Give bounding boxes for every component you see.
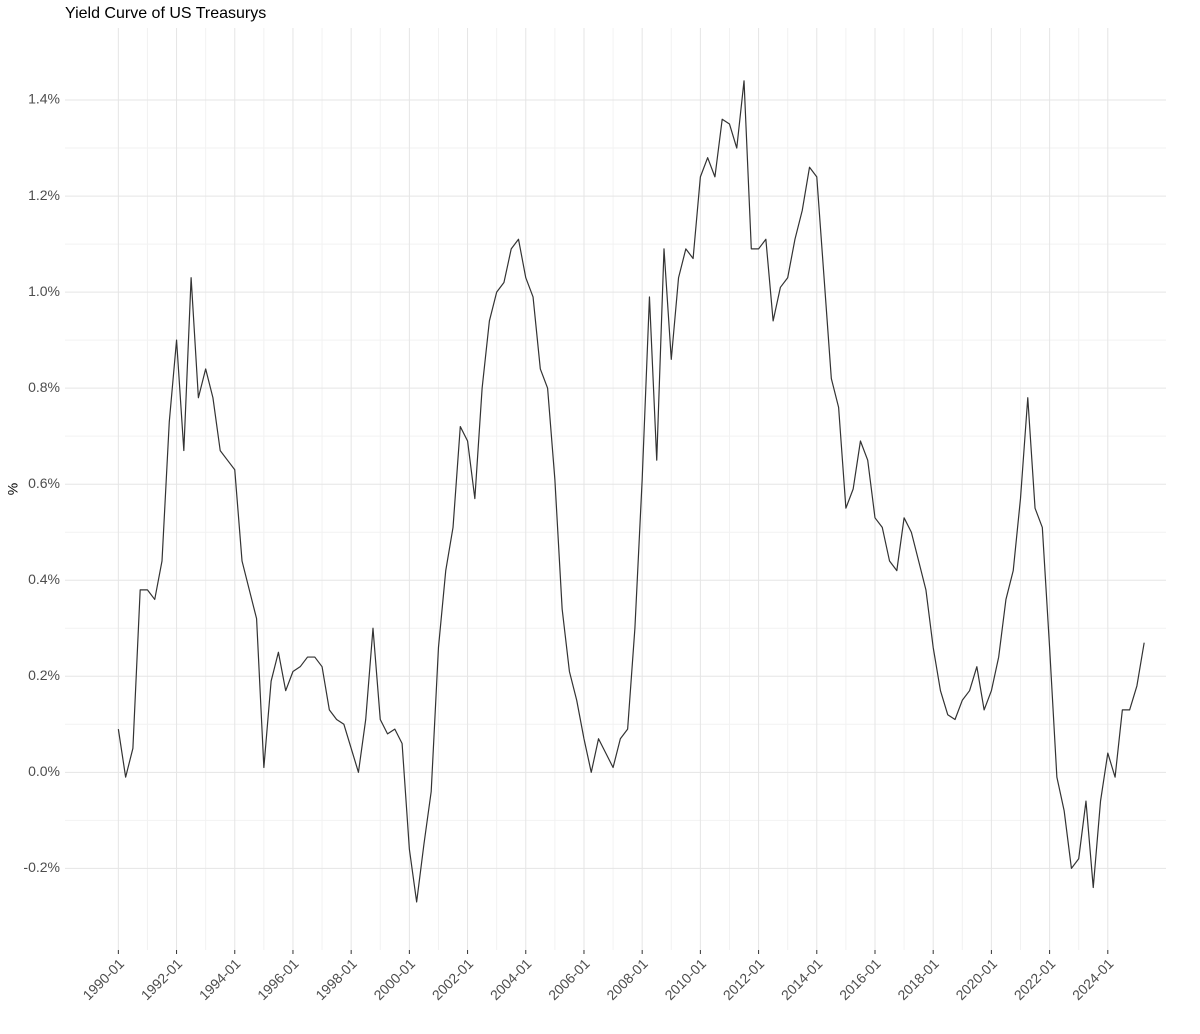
x-tick-label: 2018-01 [894, 955, 942, 1003]
x-tick-label: 1990-01 [79, 955, 127, 1003]
x-tick-label: 1994-01 [196, 955, 244, 1003]
chart-title: Yield Curve of US Treasurys [65, 5, 266, 22]
x-tick-label: 2008-01 [603, 955, 651, 1003]
y-tick-label: 0.0% [28, 763, 60, 779]
x-tick-label: 2004-01 [487, 955, 535, 1003]
x-tick-label: 2006-01 [545, 955, 593, 1003]
x-tick-label: 2000-01 [370, 955, 418, 1003]
y-tick-label: 1.4% [28, 91, 60, 107]
x-tick-label: 2022-01 [1011, 955, 1059, 1003]
y-tick-label: 0.8% [28, 379, 60, 395]
y-tick-label: 0.4% [28, 571, 60, 587]
x-tick-label: 1992-01 [138, 955, 186, 1003]
y-axis-label: % [5, 483, 21, 495]
series-line [117, 80, 1145, 903]
x-tick-label: 2002-01 [429, 955, 477, 1003]
y-tick-label: 0.6% [28, 475, 60, 491]
y-tick-label: 1.0% [28, 283, 60, 299]
x-tick-label: 2012-01 [720, 955, 768, 1003]
y-tick-label: 0.2% [28, 667, 60, 683]
x-tick-label: 1998-01 [312, 955, 360, 1003]
x-tick-label: 2016-01 [836, 955, 884, 1003]
y-tick-label: 1.2% [28, 187, 60, 203]
x-tick-label: 2010-01 [661, 955, 709, 1003]
y-tick-label: -0.2% [23, 859, 60, 875]
x-tick-label: 2020-01 [952, 955, 1000, 1003]
x-tick-label: 1996-01 [254, 955, 302, 1003]
x-tick-label: 2024-01 [1069, 955, 1117, 1003]
x-tick-label: 2014-01 [778, 955, 826, 1003]
